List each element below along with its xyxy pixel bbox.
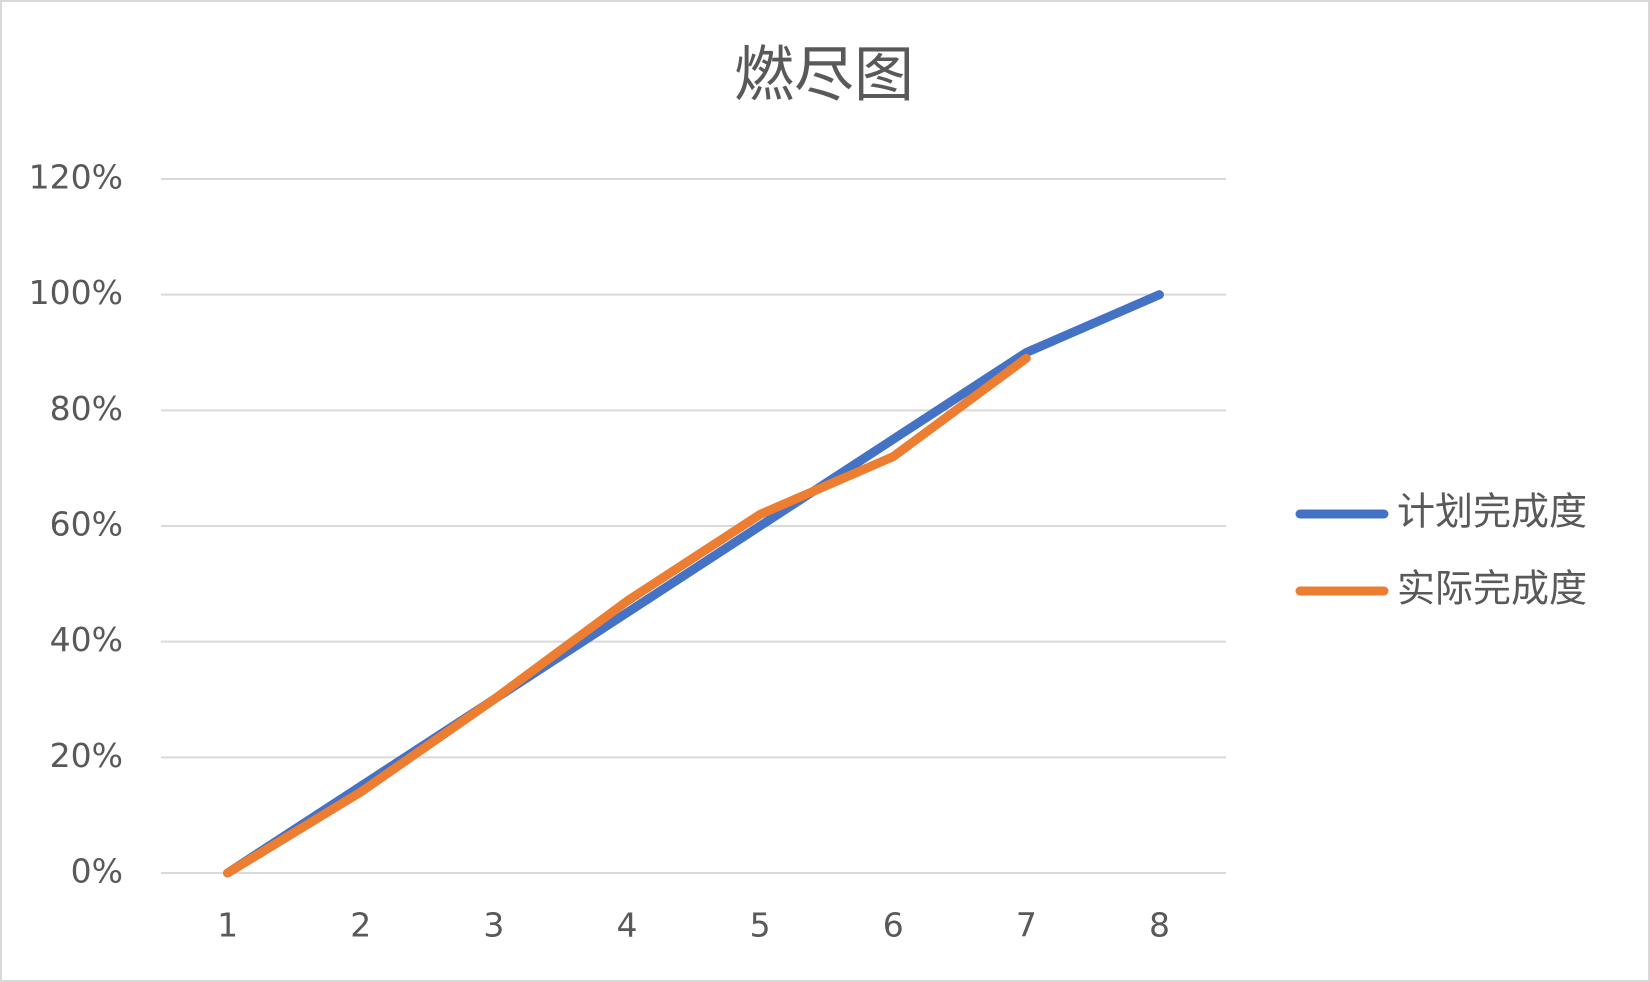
y-tick-label: 120% <box>29 158 123 197</box>
x-tick-label: 7 <box>1016 906 1037 945</box>
y-tick-label: 0% <box>71 852 123 891</box>
y-tick-label: 60% <box>50 505 123 544</box>
x-tick-label: 5 <box>750 906 771 945</box>
legend-label: 计划完成度 <box>1397 490 1587 534</box>
x-tick-label: 6 <box>883 906 904 945</box>
y-tick-label: 40% <box>50 620 123 659</box>
x-tick-label: 2 <box>350 906 371 945</box>
x-tick-label: 8 <box>1149 906 1170 945</box>
x-tick-label: 1 <box>217 906 238 945</box>
y-tick-label: 20% <box>50 736 123 775</box>
x-tick-label: 3 <box>483 906 504 945</box>
y-tick-label: 80% <box>50 389 123 428</box>
chart-title: 燃尽图 <box>734 41 914 111</box>
x-tick-label: 4 <box>616 906 637 945</box>
y-tick-label: 100% <box>29 273 123 312</box>
legend-label: 实际完成度 <box>1397 567 1587 611</box>
series-line <box>223 353 1031 878</box>
